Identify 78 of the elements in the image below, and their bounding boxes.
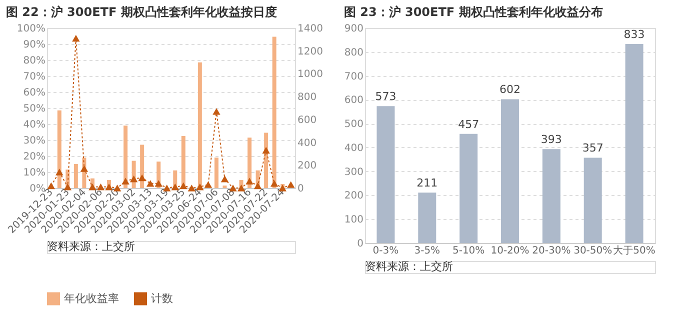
y-tick-label: 100% <box>16 24 46 34</box>
data-label: 573 <box>375 90 396 104</box>
y-tick-label: 50% <box>23 104 46 114</box>
y-tick-label: 60% <box>23 88 46 98</box>
y2-tick-label: 1400 <box>298 24 323 34</box>
y2-tick-label: 800 <box>298 92 317 104</box>
point <box>154 180 162 187</box>
bar <box>214 158 218 188</box>
bar <box>124 126 128 188</box>
legend-label: 计数 <box>151 292 173 305</box>
bar <box>272 36 276 188</box>
x-tick-label: 20-30% <box>532 246 571 256</box>
y-tick-label: 900 <box>344 24 364 34</box>
y-tick-label: 800 <box>344 47 364 58</box>
bar <box>376 106 395 243</box>
y-tick-label: 500 <box>344 119 364 130</box>
bar <box>74 164 78 188</box>
y-tick-label: 30% <box>23 136 46 146</box>
y-tick-label: 200 <box>344 190 364 202</box>
point <box>56 168 64 176</box>
point <box>220 176 229 182</box>
y2-tick-label: 400 <box>298 138 317 149</box>
y-tick-label: 0 <box>357 238 364 250</box>
bar <box>501 99 519 243</box>
x-tick-label: 3-5% <box>414 246 440 256</box>
point <box>204 181 212 188</box>
chart-title: 图 22：沪 300ETF 期权凸性套利年化收益按日度 <box>6 5 277 19</box>
chart-title: 图 23：沪 300ETF 期权凸性套利年化收益分布 <box>344 5 603 19</box>
y-tick-label: 700 <box>344 71 364 82</box>
data-label: 833 <box>624 28 645 42</box>
point <box>286 181 295 188</box>
data-label: 211 <box>416 176 438 190</box>
y2-tick-label: 200 <box>298 160 317 172</box>
y2-tick-label: 600 <box>298 114 317 126</box>
legend-label: 年化收益率 <box>64 292 119 305</box>
bar <box>584 158 602 243</box>
y-tick-label: 300 <box>344 166 364 178</box>
y2-tick-label: 0 <box>298 184 304 194</box>
point <box>262 146 270 154</box>
data-label: 357 <box>582 142 604 155</box>
data-label: 393 <box>540 133 562 146</box>
y-tick-label: 10% <box>23 168 46 178</box>
bar <box>460 134 478 243</box>
bar <box>57 110 62 188</box>
bar <box>181 136 186 188</box>
y-tick-label: 20% <box>23 152 46 162</box>
point <box>146 180 154 187</box>
point <box>138 174 146 182</box>
bar <box>542 149 560 243</box>
x-tick-label: 10-20% <box>490 246 530 256</box>
text: 资料来源：上交所 <box>47 240 135 253</box>
point <box>130 176 138 182</box>
point <box>72 34 80 42</box>
y-tick-label: 400 <box>344 142 364 154</box>
point <box>80 165 88 172</box>
x-tick-label: 大于50% <box>613 244 656 256</box>
text: 资料来源：上交所 <box>365 260 453 273</box>
x-tick-label: 0-3% <box>372 246 399 256</box>
y-tick-label: 100 <box>344 214 364 226</box>
data-label: 602 <box>500 83 520 96</box>
y-tick-label: 40% <box>23 120 46 130</box>
bar <box>625 44 644 243</box>
x-tick-label: 30-50% <box>574 246 612 256</box>
point <box>246 178 254 184</box>
bar <box>248 138 252 188</box>
y-tick-label: 80% <box>23 56 46 66</box>
bar <box>198 62 202 188</box>
y-tick-label: 70% <box>23 72 46 82</box>
x-tick-label: 5-10% <box>452 246 485 256</box>
y-tick-label: 90% <box>23 40 46 50</box>
point <box>270 180 278 187</box>
y2-tick-label: 1000 <box>298 69 323 80</box>
y2-tick-label: 1200 <box>298 46 323 58</box>
data-label: 457 <box>458 118 480 131</box>
point <box>122 178 130 184</box>
y-tick-label: 600 <box>344 95 364 106</box>
bar <box>418 192 436 243</box>
point <box>212 108 220 115</box>
